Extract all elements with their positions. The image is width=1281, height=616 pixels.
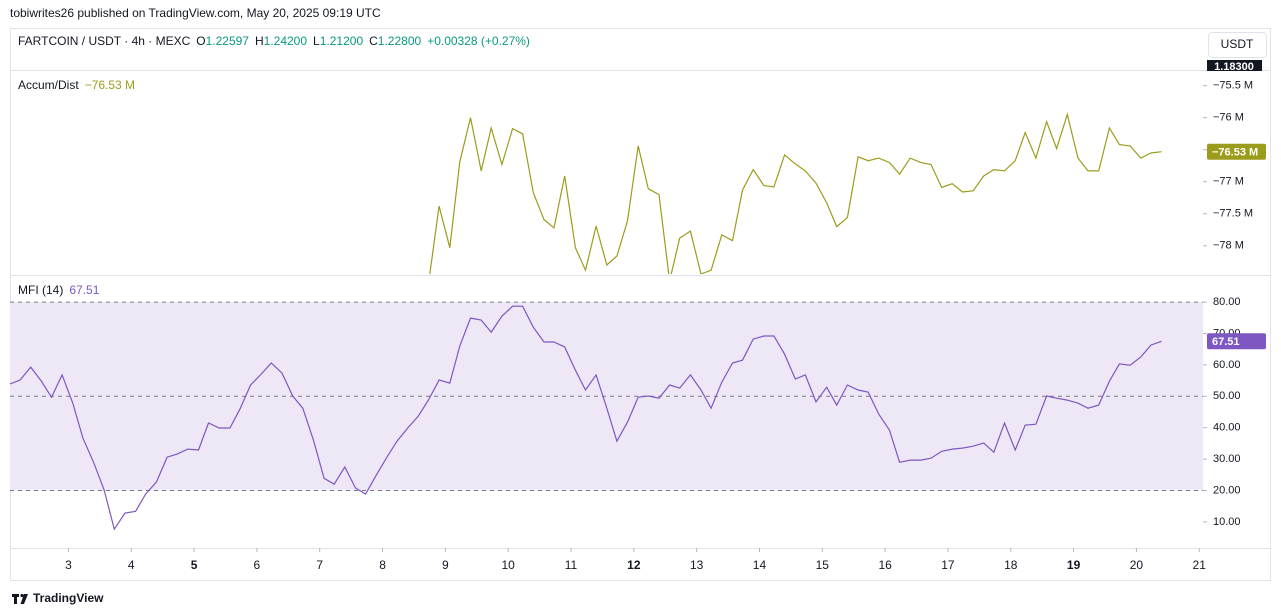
ohlc-item: C1.22800	[369, 34, 421, 48]
x-tick-label: 19	[1067, 558, 1081, 572]
last-value-label: −76.53 M	[1212, 147, 1258, 159]
x-tick-label: 18	[1004, 558, 1018, 572]
y-tick-label: 50.00	[1213, 390, 1241, 402]
currency-label: USDT	[1221, 37, 1254, 51]
last-value-box	[1207, 143, 1266, 160]
ohlc-key: H	[254, 34, 264, 48]
x-tick-label: 21	[1193, 558, 1207, 572]
y-tick-label: 10.00	[1213, 516, 1241, 528]
y-tick-label: 60.00	[1213, 359, 1241, 371]
x-tick-label: 17	[941, 558, 955, 572]
ohlc-key: L	[313, 34, 320, 48]
legend-value: 67.51	[69, 283, 99, 297]
footer-brand: TradingView	[33, 591, 104, 605]
footer-logo	[12, 593, 28, 604]
x-tick-label: 10	[502, 558, 516, 572]
x-tick-label: 7	[316, 558, 323, 572]
x-tick-label: 15	[816, 558, 830, 572]
y-tick-label: −78 M	[1213, 240, 1244, 252]
x-tick-label: 12	[627, 558, 641, 572]
y-tick-label: −75.5 M	[1213, 80, 1253, 92]
x-tick-label: 11	[565, 558, 578, 572]
ohlc-value: 1.22800	[377, 34, 422, 48]
indicator-line	[429, 112, 1162, 274]
ohlc: O1.22597 H1.24200 L1.21200 C1.22800	[196, 34, 421, 48]
y-tick-label: 20.00	[1213, 484, 1241, 496]
x-tick-label: 20	[1130, 558, 1144, 572]
last-value-label: 67.51	[1212, 336, 1240, 348]
x-tick-label: 3	[65, 558, 72, 572]
y-tick-label: −77 M	[1213, 176, 1244, 188]
y-tick-label: 40.00	[1213, 422, 1241, 434]
ohlc-item: H1.24200	[255, 34, 307, 48]
y-tick-label: −77.5 M	[1213, 208, 1253, 220]
symbol: FARTCOIN / USDT · 4h · MEXC	[18, 34, 191, 48]
price-label-box	[1207, 60, 1262, 71]
ohlc-item: O1.22597	[196, 34, 249, 48]
legend-title: Accum/Dist	[18, 78, 79, 92]
ohlc-value: 1.24200	[263, 34, 308, 48]
ohlc-key: C	[369, 34, 378, 48]
ohlc-item: L1.21200	[313, 34, 363, 48]
indicator-line	[10, 305, 1162, 531]
x-tick-label: 9	[442, 558, 449, 572]
change: +0.00328 (+0.27%)	[427, 34, 530, 48]
ohlc-value: 1.22597	[205, 34, 249, 48]
currency-button[interactable]	[1208, 32, 1267, 58]
x-tick-label: 5	[191, 558, 198, 572]
price-label: 1.18300	[1214, 61, 1254, 73]
x-tick-label: 13	[690, 558, 704, 572]
published-line: tobiwrites26 published on TradingView.co…	[10, 6, 381, 20]
x-tick-label: 16	[878, 558, 892, 572]
x-tick-label: 6	[254, 558, 261, 572]
symbol-header: FARTCOIN / USDT · 4h · MEXC O1.22597 H1.2…	[18, 34, 530, 48]
y-tick-label: 80.00	[1213, 296, 1241, 308]
ohlc-key: O	[196, 34, 206, 48]
last-value-box	[1207, 333, 1266, 350]
y-tick-label: −76 M	[1213, 112, 1244, 124]
y-tick-label: 30.00	[1213, 453, 1241, 465]
ohlc-value: 1.21200	[319, 34, 364, 48]
legend-title: MFI (14)	[18, 283, 63, 297]
x-tick-label: 8	[379, 558, 386, 572]
x-tick-label: 4	[128, 558, 135, 572]
legend-value: −76.53 M	[85, 78, 135, 92]
x-tick-label: 14	[753, 558, 767, 572]
